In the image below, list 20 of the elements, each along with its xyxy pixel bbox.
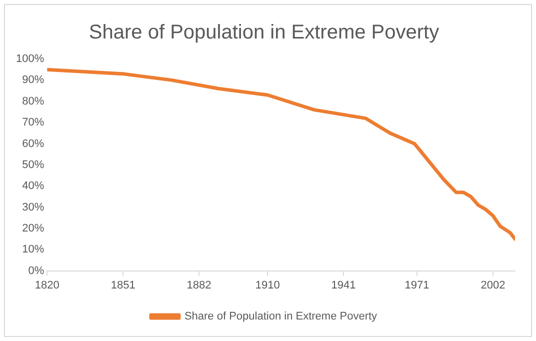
x-tick-label: 2002 xyxy=(480,279,506,292)
x-tick-label: 1971 xyxy=(404,279,430,292)
y-tick-label: 100% xyxy=(16,53,44,66)
x-tick-label: 1941 xyxy=(331,279,356,292)
y-tick-label: 90% xyxy=(22,74,44,86)
y-tick-label: 40% xyxy=(22,180,44,192)
x-tick-label: 1851 xyxy=(110,279,136,292)
legend-label: Share of Population in Extreme Poverty xyxy=(184,310,378,323)
x-tick-label: 1910 xyxy=(255,279,280,292)
y-tick-label: 20% xyxy=(22,222,44,234)
y-tick-label: 10% xyxy=(22,244,44,256)
x-tick-label: 1882 xyxy=(186,279,212,292)
y-tick-label: 30% xyxy=(22,201,44,214)
y-tick-label: 70% xyxy=(22,116,44,129)
y-tick-label: 80% xyxy=(22,95,44,108)
chart-title: Share of Population in Extreme Poverty xyxy=(88,22,440,44)
y-tick-label: 50% xyxy=(22,158,44,171)
y-tick-label: 0% xyxy=(28,264,44,277)
y-tick-label: 60% xyxy=(22,138,44,150)
x-tick-label: 1820 xyxy=(34,279,60,292)
